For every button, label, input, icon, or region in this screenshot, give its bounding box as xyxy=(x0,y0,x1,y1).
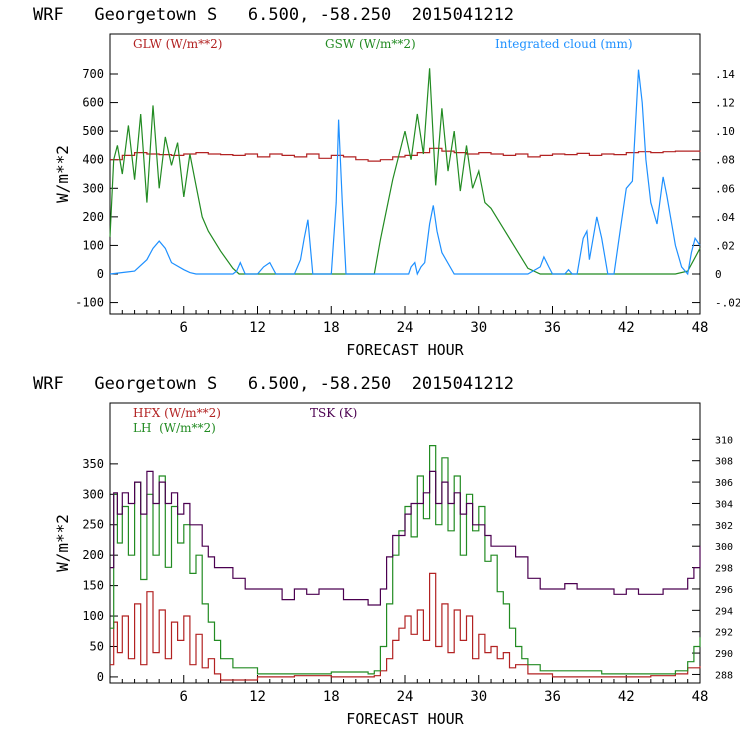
series-line-tsk xyxy=(110,470,701,606)
y-tick-label: 700 xyxy=(82,67,104,81)
y-tick-label: 100 xyxy=(82,238,104,252)
top-x-axis-label: FORECAST HOUR xyxy=(346,341,464,359)
y2-tick-label: .04 xyxy=(715,211,735,224)
x-tick-label: 48 xyxy=(692,689,709,705)
bottom-series-layer xyxy=(110,445,701,681)
x-tick-label: 18 xyxy=(323,689,340,705)
y2-tick-label: .12 xyxy=(715,97,735,110)
y-tick-label: 500 xyxy=(82,124,104,138)
y2-tick-label: -.02 xyxy=(715,297,740,310)
series-line-gsw xyxy=(109,68,701,275)
bottom-left-y-axis: 0 50 100 150 200 250 300 350 xyxy=(82,457,118,684)
y-tick-label: 0 xyxy=(97,267,104,281)
top-left-y-axis: -100 0 100 200 300 400 500 600 700 xyxy=(75,67,118,310)
bottom-x-axis: 6 12 18 24 30 36 42 48 xyxy=(121,675,709,705)
series-line-glw xyxy=(110,147,701,162)
y-tick-label: 200 xyxy=(82,548,104,562)
x-tick-label: 24 xyxy=(397,320,414,336)
legend-tsk: TSK (K) xyxy=(310,406,357,420)
bottom-y-axis-label: W/m**2 xyxy=(53,514,72,572)
x-tick-label: 42 xyxy=(618,689,635,705)
top-series-layer xyxy=(109,68,701,276)
y-tick-label: 400 xyxy=(82,153,104,167)
y2-tick-label: .14 xyxy=(715,68,735,81)
y-tick-label: 0 xyxy=(97,670,104,684)
x-tick-label: 42 xyxy=(618,320,635,336)
y2-tick-label: 292 xyxy=(715,628,733,639)
legend-hfx: HFX (W/m**2) xyxy=(133,406,221,420)
y2-tick-label: 296 xyxy=(715,585,733,596)
y-tick-label: 600 xyxy=(82,96,104,110)
y2-tick-label: 298 xyxy=(715,564,733,575)
y2-tick-label: 0 xyxy=(715,268,722,281)
y-tick-label: 300 xyxy=(82,487,104,501)
y2-tick-label: 294 xyxy=(715,606,733,617)
y2-tick-label: 306 xyxy=(715,478,733,489)
bottom-chart-title: WRF Georgetown S 6.500, -58.250 20150412… xyxy=(33,374,514,394)
top-y-axis-label: W/m**2 xyxy=(53,145,72,203)
top-x-axis: 6 12 18 24 30 36 42 48 xyxy=(121,306,709,336)
y2-tick-label: 300 xyxy=(715,542,733,553)
y2-tick-label: 288 xyxy=(715,670,733,681)
y2-tick-label: .02 xyxy=(715,239,735,252)
legend-glw: GLW (W/m**2) xyxy=(133,37,222,51)
legend-integrated-cloud: Integrated cloud (mm) xyxy=(495,37,633,51)
y-tick-label: 250 xyxy=(82,518,104,532)
y-tick-label: 200 xyxy=(82,210,104,224)
y2-tick-label: 308 xyxy=(715,457,733,468)
series-line-integrated xyxy=(109,69,701,276)
x-tick-label: 12 xyxy=(249,320,266,336)
x-tick-label: 36 xyxy=(544,689,561,705)
x-tick-label: 48 xyxy=(692,320,709,336)
y2-tick-label: .06 xyxy=(715,182,735,195)
x-tick-label: 24 xyxy=(397,689,414,705)
x-tick-label: 36 xyxy=(544,320,561,336)
legend-lh: LH (W/m**2) xyxy=(133,421,216,435)
top-chart-title: WRF Georgetown S 6.500, -58.250 20150412… xyxy=(33,5,514,25)
y-tick-label: 50 xyxy=(90,639,104,653)
series-line-lh xyxy=(110,445,701,675)
y2-tick-label: 310 xyxy=(715,435,733,446)
y-tick-label: 150 xyxy=(82,579,104,593)
top-right-y-axis: -.02 0 .02 .04 .06 .08 .10 .12 .14 xyxy=(692,68,740,310)
y-tick-label: 350 xyxy=(82,457,104,471)
y-tick-label: 300 xyxy=(82,181,104,195)
series-line-hfx xyxy=(110,572,701,681)
x-tick-label: 6 xyxy=(180,320,188,336)
bottom-chart-panel: WRF Georgetown S 6.500, -58.250 20150412… xyxy=(33,374,733,728)
y2-tick-label: 304 xyxy=(715,499,733,510)
legend-gsw: GSW (W/m**2) xyxy=(325,37,416,51)
x-tick-label: 30 xyxy=(470,320,487,336)
y-tick-label: 100 xyxy=(82,609,104,623)
y2-tick-label: 302 xyxy=(715,521,733,532)
y2-tick-label: .10 xyxy=(715,125,735,138)
bottom-x-axis-label: FORECAST HOUR xyxy=(346,710,464,728)
y2-tick-label: 290 xyxy=(715,649,733,660)
x-tick-label: 18 xyxy=(323,320,340,336)
bottom-right-y-axis: 288 290 292 294 296 298 300 302 304 306 308 310 xyxy=(692,435,733,681)
y-tick-label: -100 xyxy=(75,296,104,310)
x-tick-label: 6 xyxy=(180,689,188,705)
y2-tick-label: .08 xyxy=(715,154,735,167)
top-plot-frame xyxy=(109,33,701,315)
x-tick-label: 12 xyxy=(249,689,266,705)
bottom-plot-frame xyxy=(109,402,701,684)
top-chart-panel: WRF Georgetown S 6.500, -58.250 20150412… xyxy=(33,5,740,359)
x-tick-label: 30 xyxy=(470,689,487,705)
